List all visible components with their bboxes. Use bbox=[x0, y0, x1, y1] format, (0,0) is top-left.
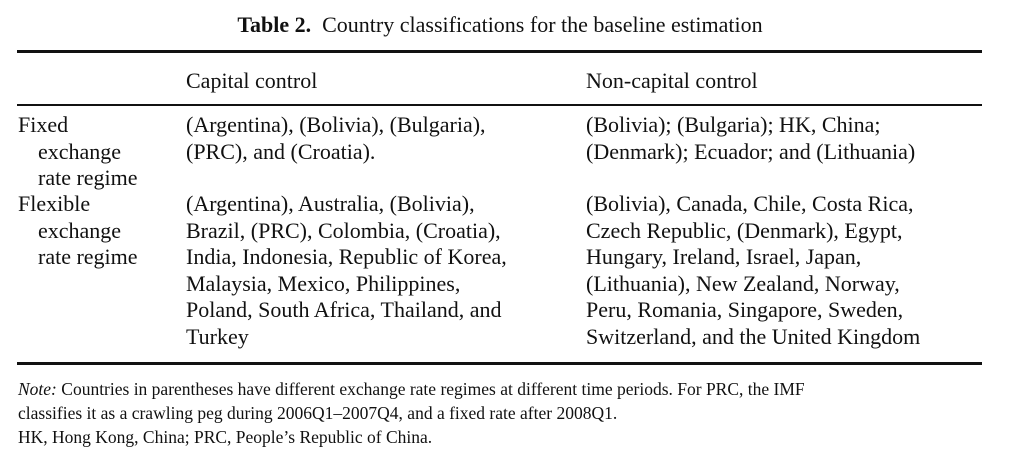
cell-line: (Lithuania), New Zealand, Norway, bbox=[586, 270, 900, 296]
row-label-line: rate regime bbox=[38, 165, 138, 190]
table-top-rule bbox=[17, 50, 982, 53]
table-bottom-rule bbox=[17, 362, 982, 365]
table-number: Table 2. bbox=[237, 12, 312, 37]
cell-flexible-non-capital-control: (Bolivia), Canada, Chile, Costa Rica, Cz… bbox=[586, 191, 920, 350]
cell-line: Brazil, (PRC), Colombia, (Croatia), bbox=[186, 217, 501, 243]
cell-line: (Argentina), Australia, (Bolivia), bbox=[186, 191, 475, 216]
cell-fixed-non-capital-control: (Bolivia); (Bulgaria); HK, China; (Denma… bbox=[586, 112, 915, 165]
row-label-fixed: Fixed exchange rate regime bbox=[18, 112, 138, 192]
cell-line: Switzerland, and the United Kingdom bbox=[586, 323, 921, 349]
note-prefix: Note: bbox=[18, 379, 57, 399]
cell-line: Poland, South Africa, Thailand, and bbox=[186, 297, 502, 322]
header-non-capital-control: Non-capital control bbox=[586, 68, 758, 93]
row-label-flexible: Flexible exchange rate regime bbox=[18, 191, 138, 271]
note-line: HK, Hong Kong, China; PRC, People’s Repu… bbox=[18, 427, 433, 447]
cell-line: Peru, Romania, Singapore, Sweden, bbox=[586, 297, 904, 322]
row-label-line: exchange bbox=[38, 217, 122, 243]
row-label-line: Fixed bbox=[18, 112, 69, 137]
row-label-line: rate regime bbox=[38, 244, 138, 269]
cell-line: Malaysia, Mexico, Philippines, bbox=[186, 270, 461, 296]
cell-line: (PRC), and (Croatia). bbox=[186, 138, 376, 164]
table-header-rule bbox=[17, 104, 982, 106]
table-caption: Table 2. Country classifications for the… bbox=[0, 12, 1000, 38]
cell-fixed-capital-control: (Argentina), (Bolivia), (Bulgaria), (PRC… bbox=[186, 112, 486, 165]
cell-line: (Denmark); Ecuador; and (Lithuania) bbox=[586, 138, 916, 164]
cell-line: Hungary, Ireland, Israel, Japan, bbox=[586, 244, 862, 269]
cell-line: (Bolivia), Canada, Chile, Costa Rica, bbox=[586, 191, 914, 216]
note-line: Note: Countries in parentheses have diff… bbox=[18, 377, 805, 401]
note-text: Countries in parentheses have different … bbox=[56, 379, 805, 399]
cell-line: Czech Republic, (Denmark), Egypt, bbox=[586, 217, 903, 243]
header-capital-control: Capital control bbox=[186, 68, 318, 93]
cell-line: Turkey bbox=[186, 323, 249, 349]
cell-line: (Argentina), (Bolivia), (Bulgaria), bbox=[186, 112, 486, 137]
table-note: Note: Countries in parentheses have diff… bbox=[18, 377, 805, 449]
table-title: Country classifications for the baseline… bbox=[322, 12, 763, 37]
row-label-line: exchange bbox=[38, 138, 122, 164]
row-label-line: Flexible bbox=[18, 191, 91, 216]
cell-line: (Bolivia); (Bulgaria); HK, China; bbox=[586, 112, 881, 137]
cell-line: India, Indonesia, Republic of Korea, bbox=[186, 244, 507, 269]
note-line: classifies it as a crawling peg during 2… bbox=[18, 403, 618, 423]
cell-flexible-capital-control: (Argentina), Australia, (Bolivia), Brazi… bbox=[186, 191, 507, 350]
